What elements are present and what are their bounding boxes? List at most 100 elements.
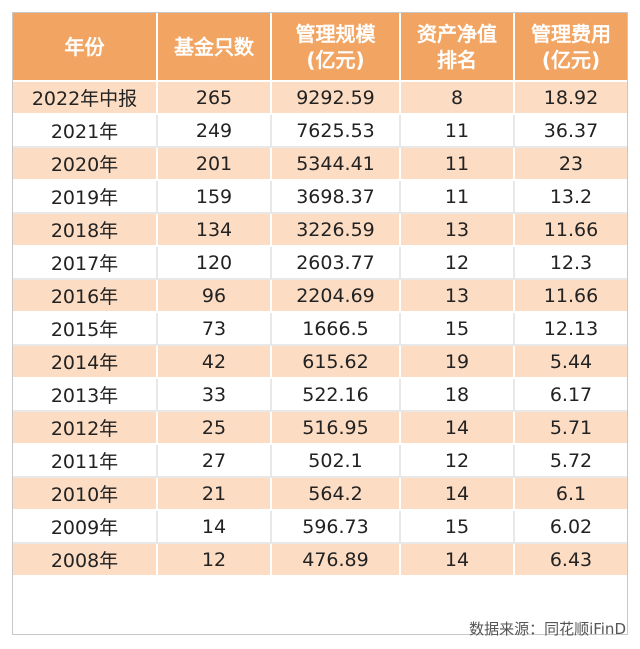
cell-fund-count: 25 <box>157 411 272 445</box>
cell-mgmt-fee: 6.17 <box>514 378 627 412</box>
cell-year: 2021年 <box>13 114 158 148</box>
cell-year: 2010年 <box>13 477 158 511</box>
cell-mgmt-fee: 36.37 <box>514 114 627 148</box>
header-nav-rank: 资产净值 排名 <box>400 13 515 82</box>
table-row: 2014年 42 615.62 19 5.44 <box>13 345 627 379</box>
cell-fund-count: 249 <box>157 114 272 148</box>
cell-aum: 5344.41 <box>271 147 401 181</box>
cell-nav-rank: 12 <box>400 246 515 280</box>
cell-aum: 502.1 <box>271 444 401 478</box>
table-row: 2015年 73 1666.5 15 12.13 <box>13 312 627 346</box>
cell-mgmt-fee: 18.92 <box>514 81 627 115</box>
cell-nav-rank: 8 <box>400 81 515 115</box>
cell-year: 2017年 <box>13 246 158 280</box>
cell-year: 2012年 <box>13 411 158 445</box>
table-row: 2022年中报 265 9292.59 8 18.92 <box>13 81 627 115</box>
table-row: 2019年 159 3698.37 11 13.2 <box>13 180 627 214</box>
cell-year: 2022年中报 <box>13 81 158 115</box>
cell-aum: 3226.59 <box>271 213 401 247</box>
header-aum: 管理规模 (亿元) <box>271 13 401 82</box>
cell-aum: 516.95 <box>271 411 401 445</box>
cell-fund-count: 96 <box>157 279 272 313</box>
cell-fund-count: 201 <box>157 147 272 181</box>
cell-fund-count: 73 <box>157 312 272 346</box>
cell-aum: 596.73 <box>271 510 401 544</box>
cell-nav-rank: 13 <box>400 279 515 313</box>
table-row: 2017年 120 2603.77 12 12.3 <box>13 246 627 280</box>
cell-nav-rank: 12 <box>400 444 515 478</box>
table-row: 2011年 27 502.1 12 5.72 <box>13 444 627 478</box>
cell-year: 2016年 <box>13 279 158 313</box>
cell-nav-rank: 13 <box>400 213 515 247</box>
cell-aum: 615.62 <box>271 345 401 379</box>
cell-nav-rank: 15 <box>400 510 515 544</box>
cell-aum: 3698.37 <box>271 180 401 214</box>
header-fund-count: 基金只数 <box>157 13 272 82</box>
cell-nav-rank: 19 <box>400 345 515 379</box>
cell-aum: 522.16 <box>271 378 401 412</box>
cell-aum: 1666.5 <box>271 312 401 346</box>
table-row: 2012年 25 516.95 14 5.71 <box>13 411 627 445</box>
cell-aum: 2204.69 <box>271 279 401 313</box>
cell-mgmt-fee: 23 <box>514 147 627 181</box>
table-frame: 年份 基金只数 管理规模 (亿元) 资产净值 排名 管理费用 (亿元) 2022年中报… <box>12 12 628 635</box>
cell-year: 2008年 <box>13 543 158 577</box>
cell-year: 2019年 <box>13 180 158 214</box>
cell-mgmt-fee: 11.66 <box>514 213 627 247</box>
cell-fund-count: 21 <box>157 477 272 511</box>
cell-fund-count: 27 <box>157 444 272 478</box>
cell-fund-count: 120 <box>157 246 272 280</box>
table-row: 2021年 249 7625.53 11 36.37 <box>13 114 627 148</box>
cell-year: 2014年 <box>13 345 158 379</box>
table-row: 2020年 201 5344.41 11 23 <box>13 147 627 181</box>
table-row: 2018年 134 3226.59 13 11.66 <box>13 213 627 247</box>
cell-year: 2013年 <box>13 378 158 412</box>
table-row: 2009年 14 596.73 15 6.02 <box>13 510 627 544</box>
cell-fund-count: 14 <box>157 510 272 544</box>
cell-fund-count: 265 <box>157 81 272 115</box>
cell-fund-count: 42 <box>157 345 272 379</box>
cell-nav-rank: 11 <box>400 114 515 148</box>
cell-mgmt-fee: 5.72 <box>514 444 627 478</box>
cell-mgmt-fee: 11.66 <box>514 279 627 313</box>
cell-mgmt-fee: 6.43 <box>514 543 627 577</box>
cell-year: 2020年 <box>13 147 158 181</box>
cell-nav-rank: 15 <box>400 312 515 346</box>
cell-fund-count: 159 <box>157 180 272 214</box>
cell-aum: 564.2 <box>271 477 401 511</box>
header-mgmt-fee: 管理费用 (亿元) <box>514 13 627 82</box>
cell-aum: 476.89 <box>271 543 401 577</box>
cell-year: 2015年 <box>13 312 158 346</box>
header-year: 年份 <box>13 13 158 82</box>
table-row: 2013年 33 522.16 18 6.17 <box>13 378 627 412</box>
cell-fund-count: 12 <box>157 543 272 577</box>
cell-mgmt-fee: 6.1 <box>514 477 627 511</box>
cell-aum: 2603.77 <box>271 246 401 280</box>
table-row: 2010年 21 564.2 14 6.1 <box>13 477 627 511</box>
cell-year: 2009年 <box>13 510 158 544</box>
cell-mgmt-fee: 13.2 <box>514 180 627 214</box>
header-row: 年份 基金只数 管理规模 (亿元) 资产净值 排名 管理费用 (亿元) <box>13 13 627 82</box>
cell-nav-rank: 14 <box>400 411 515 445</box>
cell-nav-rank: 14 <box>400 543 515 577</box>
fund-table: 年份 基金只数 管理规模 (亿元) 资产净值 排名 管理费用 (亿元) 2022年中报… <box>13 13 627 577</box>
cell-nav-rank: 11 <box>400 180 515 214</box>
table-body: 2022年中报 265 9292.59 8 18.92 2021年 249 7625.53 11… <box>13 81 627 577</box>
cell-aum: 9292.59 <box>271 81 401 115</box>
cell-mgmt-fee: 12.3 <box>514 246 627 280</box>
cell-year: 2011年 <box>13 444 158 478</box>
cell-mgmt-fee: 5.44 <box>514 345 627 379</box>
table-row: 2016年 96 2204.69 13 11.66 <box>13 279 627 313</box>
cell-mgmt-fee: 12.13 <box>514 312 627 346</box>
cell-mgmt-fee: 5.71 <box>514 411 627 445</box>
cell-year: 2018年 <box>13 213 158 247</box>
cell-fund-count: 134 <box>157 213 272 247</box>
table-row: 2008年 12 476.89 14 6.43 <box>13 543 627 577</box>
cell-nav-rank: 14 <box>400 477 515 511</box>
data-source-note: 数据来源：同花顺iFinD <box>469 620 626 638</box>
cell-fund-count: 33 <box>157 378 272 412</box>
cell-nav-rank: 18 <box>400 378 515 412</box>
cell-nav-rank: 11 <box>400 147 515 181</box>
cell-aum: 7625.53 <box>271 114 401 148</box>
cell-mgmt-fee: 6.02 <box>514 510 627 544</box>
